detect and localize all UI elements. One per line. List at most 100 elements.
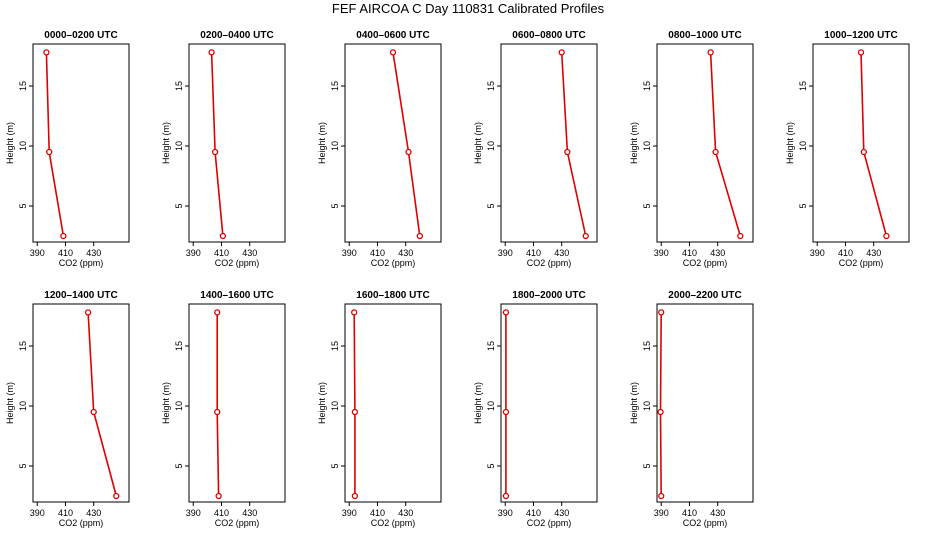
x-tick-label: 390 [30,508,45,518]
y-tick-label: 10 [18,401,28,411]
x-tick-label: 430 [866,248,881,258]
data-point [558,49,565,56]
panel-title: 0200–0400 UTC [200,30,273,41]
data-point [502,492,510,500]
y-axis-label: Height (m) [785,122,795,164]
y-tick-label: 10 [18,141,28,151]
y-axis-label: Height (m) [5,122,15,164]
x-tick-label: 410 [526,248,541,258]
x-tick-label: 410 [58,508,73,518]
x-tick-label: 390 [654,508,669,518]
y-axis-label: Height (m) [317,122,327,164]
x-axis-label: CO2 (ppm) [59,518,104,528]
x-tick-label: 410 [526,508,541,518]
x-tick-label: 430 [554,508,569,518]
x-tick-label: 430 [710,248,725,258]
x-tick-label: 430 [710,508,725,518]
profile-panel: 1600–1800 UTC 390 410 430 5 10 15 CO2 (ppm) Heig… [317,290,442,528]
y-tick-label: 15 [18,81,28,91]
data-point [857,49,865,56]
plot-frame [656,43,754,243]
x-tick-label: 390 [498,508,513,518]
data-point [43,49,50,56]
data-point [214,408,221,416]
x-axis-label: CO2 (ppm) [527,518,572,528]
profile-panel: 0800–1000 UTC 390 410 430 5 10 15 CO2 (ppm) Heig… [629,30,754,268]
y-axis-label: Height (m) [629,382,639,424]
y-axis-label: Height (m) [317,382,327,424]
y-tick-label: 15 [642,341,652,351]
x-tick-label: 410 [214,248,229,258]
x-tick-label: 430 [398,248,413,258]
plot-frame [500,303,598,503]
x-tick-label: 410 [370,508,385,518]
y-tick-label: 10 [798,141,808,151]
panel-title: 0000–0200 UTC [44,30,117,41]
data-point [657,408,664,416]
y-axis-label: Height (m) [161,382,171,424]
x-tick-label: 410 [370,248,385,258]
data-point [883,232,890,240]
data-point [502,408,510,416]
data-point [712,148,719,156]
data-point [389,49,397,56]
y-tick-label: 15 [330,81,340,91]
x-axis-label: CO2 (ppm) [215,518,260,528]
y-tick-label: 15 [174,81,184,91]
data-point [60,232,67,240]
y-tick-label: 10 [174,141,184,151]
profile-panel: 0200–0400 UTC 390 410 430 5 10 15 CO2 (ppm) Heig… [161,30,286,268]
data-point [211,148,219,156]
data-point [46,148,53,156]
data-point [215,492,222,500]
plot-frame [32,43,130,243]
y-tick-label: 10 [174,401,184,411]
profile-line [210,52,224,237]
x-tick-label: 410 [58,248,73,258]
profile-panel: 1800–2000 UTC 390 410 430 5 10 15 CO2 (ppm) Heig… [473,290,598,528]
page-title: FEF AIRCOA C Day 110831 Calibrated Profi… [331,1,605,16]
x-tick-label: 430 [86,508,101,518]
data-point [707,49,714,56]
panel-title: 1000–1200 UTC [824,30,897,41]
data-point [214,309,221,316]
data-point [113,492,120,500]
data-point [860,148,867,156]
profile-line [860,52,888,237]
x-axis-label: CO2 (ppm) [59,258,104,268]
x-tick-label: 390 [30,248,45,258]
profile-line [560,52,587,237]
x-axis-label: CO2 (ppm) [683,518,728,528]
profile-panel: 0600–0800 UTC 390 410 430 5 10 15 CO2 (ppm) Heig… [473,30,598,268]
data-point [658,309,665,316]
profile-panel: 0000–0200 UTC 390 410 430 5 10 15 CO2 (ppm) Heig… [5,30,130,268]
y-tick-label: 10 [486,401,496,411]
panel-title: 1600–1800 UTC [356,290,429,301]
y-tick-label: 15 [174,341,184,351]
profile-line [392,52,421,237]
panel-title: 2000–2200 UTC [668,290,741,301]
x-tick-label: 390 [186,508,201,518]
y-tick-label: 5 [486,463,496,468]
x-tick-label: 430 [242,248,257,258]
profile-panel: 1400–1600 UTC 390 410 430 5 10 15 CO2 (ppm) Heig… [161,290,286,528]
data-point [351,408,359,416]
y-tick-label: 10 [642,141,652,151]
x-axis-label: CO2 (ppm) [215,258,260,268]
x-tick-label: 390 [342,508,357,518]
y-axis-label: Height (m) [5,382,15,424]
x-tick-label: 430 [86,248,101,258]
y-tick-label: 5 [642,463,652,468]
plot-frame [344,43,442,243]
profile-line [709,52,742,237]
y-tick-label: 15 [642,81,652,91]
y-tick-label: 10 [330,141,340,151]
y-tick-label: 10 [642,401,652,411]
y-tick-label: 5 [486,203,496,208]
data-point [84,309,92,316]
x-tick-label: 410 [682,248,697,258]
data-point [351,309,358,316]
x-axis-label: CO2 (ppm) [683,258,728,268]
y-tick-label: 15 [486,341,496,351]
